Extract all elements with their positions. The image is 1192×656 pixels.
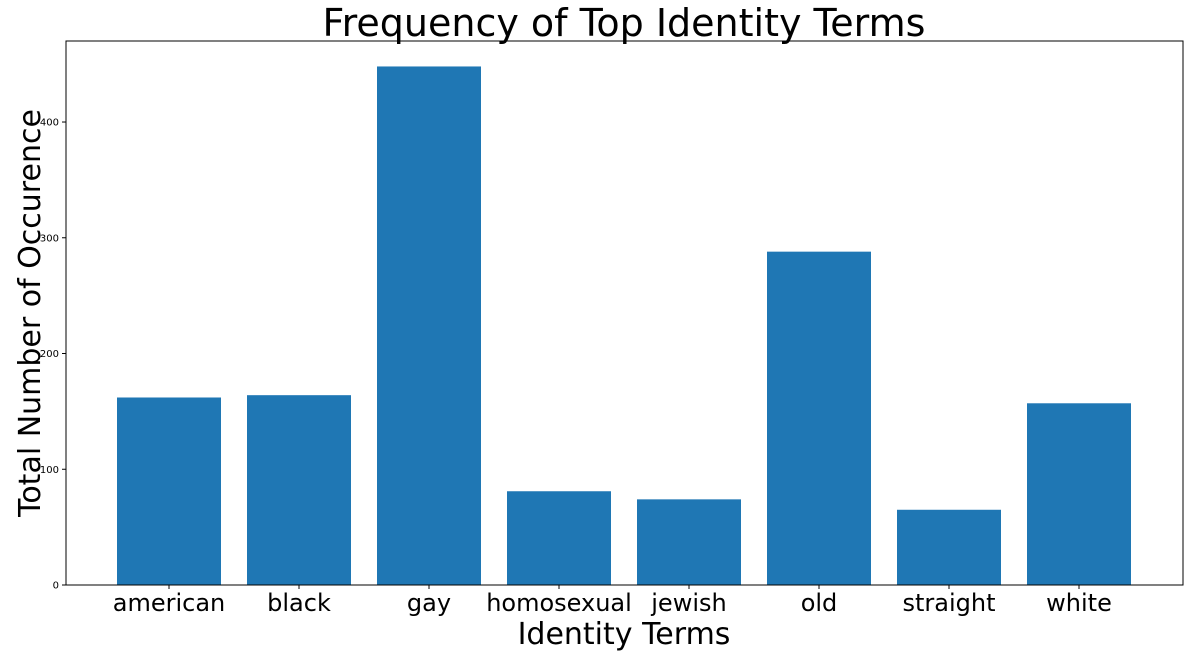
- bar-american: [117, 397, 221, 585]
- bars-group: [117, 66, 1131, 586]
- x-tick-label: homosexual: [486, 589, 632, 617]
- x-tick-label: white: [1046, 589, 1112, 617]
- bar-old: [767, 251, 871, 585]
- chart-title: Frequency of Top Identity Terms: [323, 1, 926, 45]
- y-tick-label: 300: [40, 233, 59, 244]
- plot-area-frame: [65, 40, 1184, 586]
- y-tick-label: 400: [40, 118, 59, 129]
- y-tick-label: 100: [40, 465, 59, 476]
- bar-black: [247, 395, 351, 585]
- bar-straight: [897, 509, 1001, 585]
- x-axis-label: Identity Terms: [518, 617, 731, 652]
- x-tick-label: straight: [902, 589, 995, 617]
- y-axis-ticks: 0 100 200 300 400: [40, 118, 66, 592]
- y-tick-label: 0: [53, 581, 59, 592]
- x-tick-label: old: [801, 589, 838, 617]
- x-tick-label: black: [267, 589, 331, 617]
- bar-jewish: [637, 499, 741, 585]
- x-axis-ticks: american black gay homosexual jewish old strai…: [113, 585, 1112, 617]
- x-tick-label: jewish: [650, 589, 726, 617]
- x-tick-label: gay: [407, 589, 451, 617]
- bar-gay: [377, 66, 481, 586]
- y-axis-label: Total Number of Occurence: [13, 109, 48, 518]
- x-tick-label: american: [113, 589, 226, 617]
- y-tick-label: 200: [40, 349, 59, 360]
- bar-homosexual: [507, 491, 611, 585]
- bar-white: [1027, 403, 1131, 585]
